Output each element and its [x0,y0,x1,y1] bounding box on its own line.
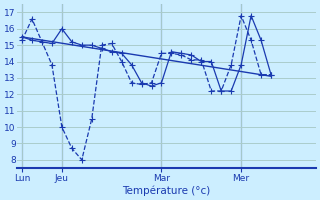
X-axis label: Température (°c): Température (°c) [122,185,211,196]
